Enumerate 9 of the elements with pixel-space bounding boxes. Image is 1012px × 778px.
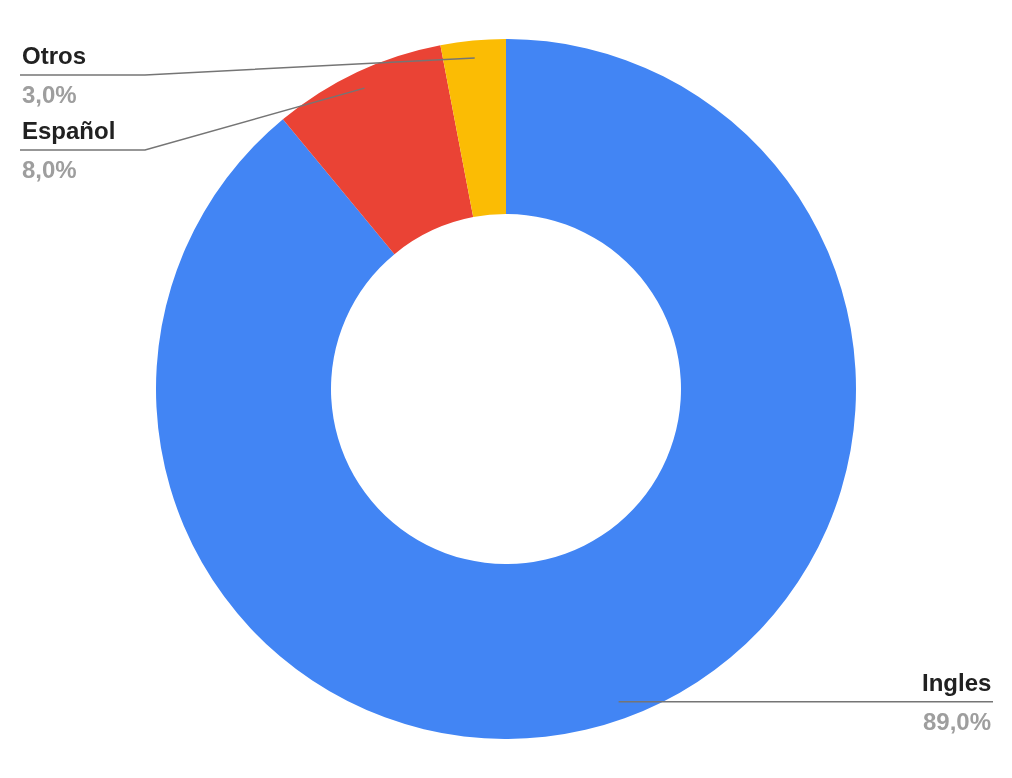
slice-label: Ingles — [922, 669, 992, 696]
data-label: 89,0% — [923, 708, 992, 735]
donut-slice — [440, 39, 506, 218]
donut-slice — [282, 45, 474, 255]
data-label: 8,0% — [22, 156, 77, 183]
slice-label: Otros — [22, 42, 87, 69]
data-label: 3,0% — [22, 81, 77, 108]
slice-label: Español — [22, 117, 116, 144]
donut-slice — [156, 39, 856, 739]
